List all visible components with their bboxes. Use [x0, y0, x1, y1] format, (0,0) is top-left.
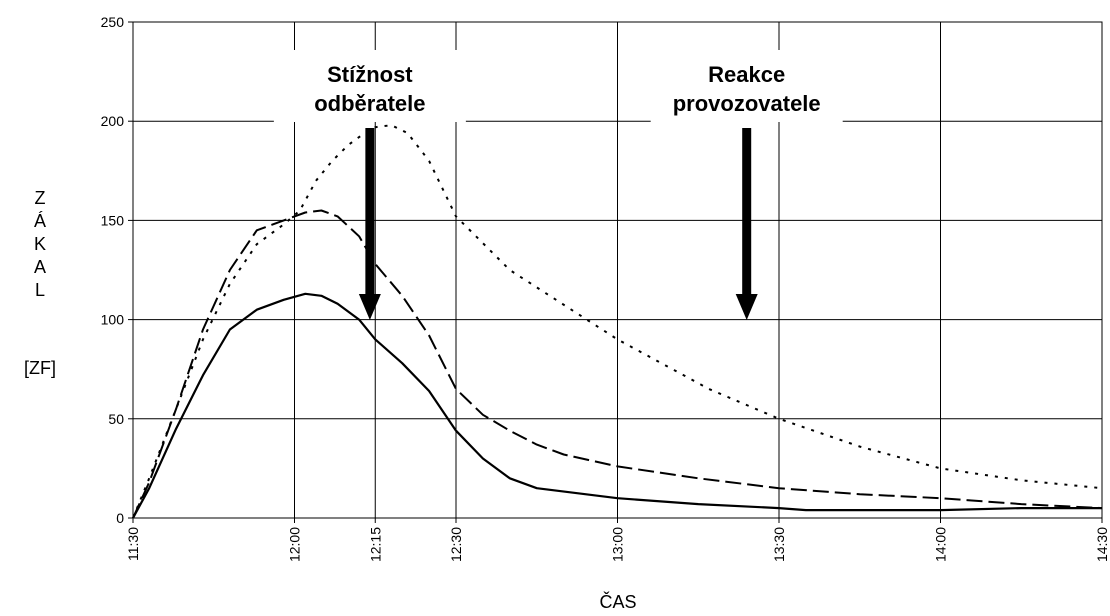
y-axis-letter: K — [34, 234, 46, 254]
y-axis-letter: L — [35, 280, 45, 300]
annotation-label: provozovatele — [673, 91, 821, 116]
y-axis-letter: A — [34, 257, 46, 277]
annotation-arrow-head — [358, 294, 381, 320]
y-tick-label: 250 — [101, 14, 125, 30]
x-tick-label: 14:30 — [1094, 527, 1110, 562]
annotation-label-box — [273, 50, 466, 122]
series-line-dotted — [132, 124, 1103, 519]
y-axis-title: Z Á K A L [ZF] — [24, 188, 56, 378]
x-tick-label: 12:15 — [367, 527, 383, 562]
annotation-arrow-shaft — [365, 128, 375, 296]
chart-series — [132, 124, 1103, 519]
y-axis-letter: Z — [35, 188, 46, 208]
annotation-label-box — [650, 50, 843, 122]
series-line-dashed — [132, 209, 1103, 519]
x-tick-label: 14:00 — [933, 527, 949, 562]
x-tick-label: 11:30 — [125, 527, 141, 561]
y-tick-label: 50 — [108, 411, 124, 427]
annotation-label: Stížnost — [327, 62, 413, 87]
annotation-arrow-head — [735, 294, 758, 320]
annotation-label: Reakce — [708, 62, 785, 87]
x-tick-label: 13:00 — [610, 527, 626, 562]
annotation-label: odběratele — [314, 91, 425, 116]
x-tick-label: 12:30 — [448, 527, 464, 562]
x-axis-ticks: 11:30 12:00 12:15 12:30 13:00 13:30 14:00 14:30 — [125, 518, 1110, 562]
y-axis-unit: [ZF] — [24, 358, 56, 378]
chart-annotations: Stížnost odběratele Reakce provozovatele — [273, 50, 843, 320]
x-tick-label: 13:30 — [771, 527, 787, 562]
annotation-arrow-shaft — [742, 128, 752, 296]
series-line-solid — [132, 292, 1102, 519]
y-tick-label: 200 — [101, 113, 125, 129]
y-axis-letter: Á — [34, 211, 46, 231]
x-axis-title: ČAS — [599, 591, 636, 612]
y-tick-label: 100 — [101, 312, 125, 328]
y-tick-label: 150 — [101, 212, 125, 228]
x-tick-label: 12:00 — [287, 527, 303, 562]
y-tick-label: 0 — [116, 510, 124, 526]
y-axis-ticks: 0 50 100 150 200 250 — [101, 14, 133, 526]
